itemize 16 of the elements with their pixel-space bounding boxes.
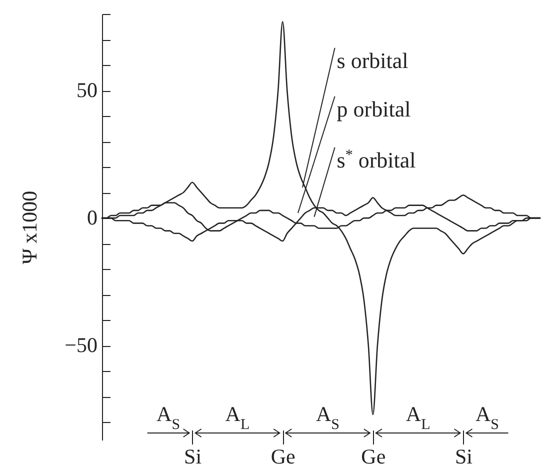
x-tick-label: Ge — [270, 444, 296, 468]
y-tick-label: 0 — [87, 206, 98, 230]
x-tick-label: Ge — [361, 444, 386, 468]
annotation: A$_{L}$ — [406, 402, 430, 433]
y-axis-title: Ψ x1000 — [18, 190, 42, 264]
text: s orbital — [336, 48, 408, 73]
annotation: A$_{S}$ — [475, 402, 499, 433]
annotation: A$_{S}$ — [316, 402, 340, 433]
annotation: A$_{L}$ — [225, 402, 250, 433]
text: p orbital — [336, 96, 411, 122]
x-tick-label: Si — [184, 444, 202, 468]
y-tick-label: −50 — [64, 333, 98, 358]
series-label: s$^{*}$ orbital — [336, 147, 416, 172]
annotation: A$_{S}$ — [156, 402, 180, 433]
y-tick-label: 50 — [76, 78, 98, 102]
x-tick-label: Si — [454, 444, 473, 468]
